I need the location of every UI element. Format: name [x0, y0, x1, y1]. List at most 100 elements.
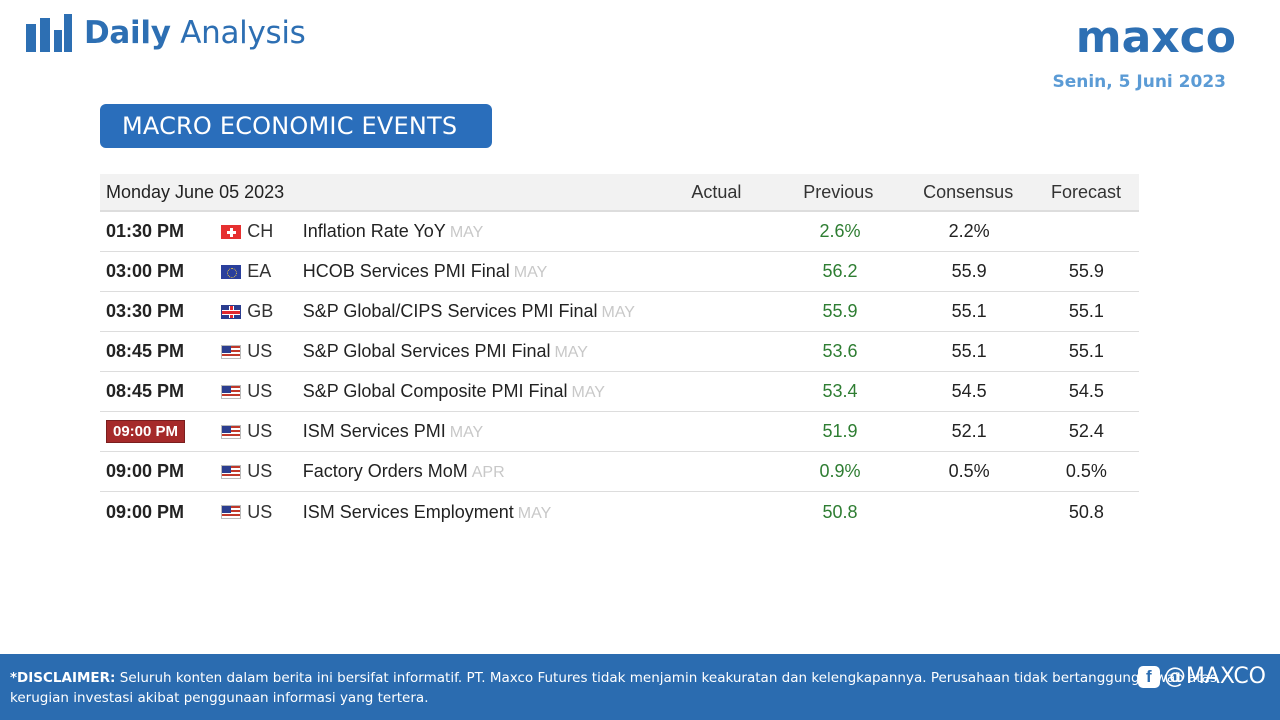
event-title: ISM Services Employment [302, 501, 514, 522]
event-time: 08:45 PM [100, 341, 219, 362]
disclaimer-text: Seluruh konten dalam berita ini bersifat… [10, 670, 1217, 706]
country-code: US [247, 381, 273, 401]
event-name: ISM Services Employment MAY [299, 502, 663, 523]
event-consensus: 0.5% [948, 461, 990, 481]
event-title: ISM Services PMI [302, 421, 446, 441]
country-code: US [247, 421, 273, 441]
country-flag-icon [221, 344, 242, 359]
event-forecast: 54.5 [1068, 381, 1104, 401]
maxco-logo: maxco [1075, 12, 1236, 63]
event-time: 09:00 PM [100, 420, 219, 443]
event-title: HCOB Services PMI Final [302, 261, 510, 281]
brand-title-bold: Daily [84, 15, 171, 51]
country-flag-icon [221, 424, 242, 439]
country-code: US [247, 461, 273, 481]
table-row[interactable]: 08:45 PM US S&P Global Composite PMI Fin… [100, 372, 1139, 412]
event-time: 03:30 PM [100, 301, 219, 322]
event-country: GB [219, 301, 298, 322]
facebook-icon: f [1137, 665, 1160, 688]
event-reference-period: MAY [513, 264, 548, 281]
event-previous: 55.9 [822, 301, 858, 321]
event-previous: 51.9 [822, 421, 858, 441]
event-time: 01:30 PM [100, 221, 219, 242]
event-reference-period: MAY [571, 384, 605, 401]
event-time: 09:00 PM [100, 502, 219, 523]
event-forecast: 52.4 [1068, 421, 1104, 441]
time-highlight-badge: 09:00 PM [106, 420, 186, 443]
event-reference-period: MAY [517, 504, 552, 522]
event-name: ISM Services PMI MAY [299, 421, 663, 442]
country-code: US [247, 341, 273, 361]
brand-title-light: Analysis [180, 15, 306, 51]
date-heading: Monday June 05 2023 [106, 181, 285, 202]
event-country: US [219, 461, 298, 482]
economic-events-table: Monday June 05 2023 Actual Previous Cons… [100, 174, 1139, 532]
event-name: S&P Global Services PMI Final MAY [299, 341, 663, 362]
column-forecast: Forecast [1051, 181, 1122, 202]
country-flag-icon [221, 384, 242, 399]
event-reference-period: APR [471, 464, 505, 481]
event-forecast: 55.1 [1068, 301, 1104, 321]
event-time-text: 03:00 PM [106, 261, 185, 281]
event-reference-period: MAY [554, 344, 588, 361]
event-country: US [219, 421, 298, 442]
event-previous: 50.8 [822, 501, 858, 522]
event-title: S&P Global Composite PMI Final [302, 381, 568, 401]
event-country: US [219, 381, 298, 402]
event-country: EA [219, 261, 298, 282]
country-flag-icon [221, 224, 242, 239]
event-reference-period: MAY [449, 424, 484, 441]
event-consensus: 2.2% [948, 221, 990, 241]
event-name: S&P Global/CIPS Services PMI Final MAY [299, 301, 663, 322]
disclaimer: *DISCLAIMER: Seluruh konten dalam berita… [10, 668, 1230, 708]
country-flag-icon [221, 304, 242, 319]
brand-title: Daily Analysis [84, 15, 306, 51]
brand: Daily Analysis [26, 14, 306, 52]
table-row[interactable]: 01:30 PM CH Inflation Rate YoY MAY 2.6% 2… [100, 212, 1139, 252]
table-row[interactable]: 03:30 PM GB S&P Global/CIPS Services PMI… [100, 292, 1139, 332]
table-row[interactable]: 09:00 PM US ISM Services Employment MAY 5… [100, 492, 1139, 532]
event-name: Inflation Rate YoY MAY [299, 221, 663, 242]
event-country: US [219, 341, 298, 362]
table-header: Monday June 05 2023 Actual Previous Cons… [100, 174, 1139, 212]
event-country: CH [219, 221, 298, 242]
event-previous: 2.6% [819, 221, 861, 241]
table-row[interactable]: 03:00 PM EA HCOB Services PMI Final MAY 5… [100, 252, 1139, 292]
event-consensus: 55.9 [951, 261, 987, 281]
event-time-text: 03:30 PM [106, 301, 185, 321]
event-previous: 53.4 [822, 381, 858, 401]
event-name: Factory Orders MoM APR [299, 461, 663, 482]
column-previous: Previous [803, 181, 874, 202]
column-actual: Actual [691, 181, 742, 202]
country-code: GB [247, 301, 274, 321]
table-row[interactable]: 08:45 PM US S&P Global Services PMI Fina… [100, 332, 1139, 372]
bar-chart-icon [26, 14, 72, 52]
table-row[interactable]: 09:00 PM US Factory Orders MoM APR 0.9% 0… [100, 452, 1139, 492]
event-time: 08:45 PM [100, 381, 219, 402]
event-country: US [219, 502, 298, 523]
country-code: EA [247, 261, 272, 281]
country-flag-icon [221, 264, 242, 279]
page-date: Senin, 5 Juni 2023 [1052, 72, 1226, 92]
social-handle[interactable]: f @MAXCO [1137, 664, 1266, 689]
country-code: US [247, 501, 273, 522]
table-body: 01:30 PM CH Inflation Rate YoY MAY 2.6% 2… [100, 212, 1139, 532]
event-name: HCOB Services PMI Final MAY [299, 261, 663, 282]
event-consensus: 55.1 [951, 301, 987, 321]
event-title: Factory Orders MoM [302, 461, 468, 481]
event-forecast: 55.1 [1068, 341, 1104, 361]
event-time: 09:00 PM [100, 461, 219, 482]
event-forecast: 0.5% [1065, 461, 1107, 481]
event-consensus: 55.1 [951, 341, 987, 361]
footer: *DISCLAIMER: Seluruh konten dalam berita… [0, 654, 1280, 720]
section-title: MACRO ECONOMIC EVENTS [100, 104, 492, 148]
event-title: S&P Global Services PMI Final [302, 341, 551, 361]
event-previous: 56.2 [822, 261, 858, 281]
event-consensus: 52.1 [951, 421, 987, 441]
event-time-text: 08:45 PM [106, 341, 185, 361]
event-time: 03:00 PM [100, 261, 219, 282]
table-row[interactable]: 09:00 PM US ISM Services PMI MAY 51.9 52.… [100, 412, 1139, 452]
event-name: S&P Global Composite PMI Final MAY [299, 381, 663, 402]
country-flag-icon [221, 505, 242, 519]
event-time-text: 09:00 PM [106, 501, 185, 522]
